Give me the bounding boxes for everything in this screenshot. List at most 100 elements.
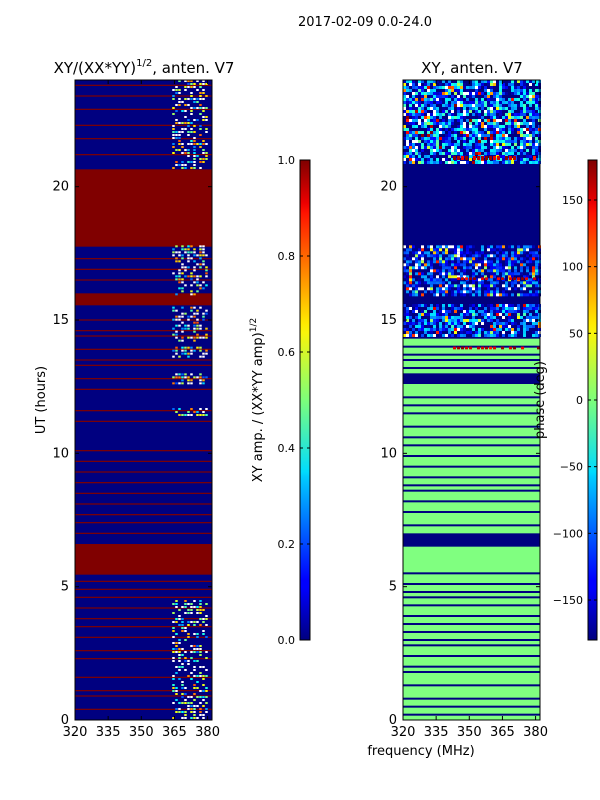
- phase-noise-cell: [403, 287, 406, 291]
- phase-noise-cell: [487, 143, 490, 146]
- phase-noise-cell: [418, 113, 421, 116]
- phase-noise-cell: [511, 307, 514, 310]
- phase-noise-cell: [421, 269, 424, 273]
- amp-speckle: [199, 86, 202, 88]
- phase-noise-cell: [421, 281, 424, 285]
- phase-noise-cell: [535, 161, 538, 164]
- phase-noise-cell: [508, 331, 511, 334]
- phase-noise-cell: [481, 290, 484, 294]
- phase-noise-cell: [469, 122, 472, 125]
- phase-noise-cell: [451, 266, 454, 270]
- phase-noise-cell: [532, 161, 535, 164]
- phase-noise-cell: [508, 257, 511, 261]
- amp-speckle: [184, 110, 187, 112]
- phase-noise-cell: [523, 92, 526, 95]
- phase-noise-cell: [502, 287, 505, 291]
- phase-noise-cell: [412, 281, 415, 285]
- phase-noise-cell: [439, 334, 442, 337]
- phase-noise-cell: [421, 325, 424, 328]
- amp-speckle: [193, 705, 196, 707]
- phase-noise-cell: [466, 149, 469, 152]
- phase-noise-cell: [403, 131, 406, 134]
- phase-noise-cell: [427, 122, 430, 125]
- phase-noise-cell: [457, 83, 460, 86]
- phase-noise-cell: [505, 278, 508, 282]
- phase-noise-cell: [418, 304, 421, 307]
- phase-noise-cell: [454, 334, 457, 337]
- phase-noise-cell: [442, 278, 445, 282]
- phase-noise-cell: [463, 313, 466, 316]
- phase-noise-cell: [523, 248, 526, 252]
- phase-noise-cell: [448, 122, 451, 125]
- amp-speckle: [193, 269, 196, 272]
- phase-noise-cell: [412, 322, 415, 325]
- phase-noise-cell: [448, 83, 451, 86]
- phase-noise-cell: [472, 101, 475, 104]
- amp-speckle: [172, 333, 175, 336]
- phase-plot-frame: [402, 79, 541, 721]
- phase-noise-cell: [517, 272, 520, 276]
- phase-noise-cell: [439, 122, 442, 125]
- amp-speckle: [205, 690, 208, 692]
- phase-noise-cell: [427, 113, 430, 116]
- phase-noise-cell: [409, 260, 412, 264]
- phase-noise-cell: [415, 101, 418, 104]
- amp-speckle: [187, 125, 190, 127]
- phase-noise-cell: [472, 110, 475, 113]
- phase-noise-cell: [463, 310, 466, 313]
- phase-noise-cell: [505, 281, 508, 285]
- amp-speckle: [202, 158, 205, 160]
- amp-speckle: [190, 86, 193, 88]
- phase-noise-cell: [526, 140, 529, 143]
- amp-speckle: [175, 89, 178, 91]
- amp-speckle: [205, 83, 208, 85]
- phase-noise-cell: [403, 266, 406, 270]
- phase-noise-cell: [448, 119, 451, 122]
- amp-speckle: [175, 278, 178, 281]
- phase-noise-cell: [412, 104, 415, 107]
- phase-noise-cell: [448, 334, 451, 337]
- phase-noise-cell: [466, 101, 469, 104]
- amp-speckle: [181, 272, 184, 275]
- phase-noise-cell: [412, 101, 415, 104]
- phase-noise-cell: [487, 334, 490, 337]
- phase-noise-cell: [502, 293, 505, 297]
- phase-noise-cell: [517, 316, 520, 319]
- phase-noise-cell: [505, 146, 508, 149]
- phase-noise-cell: [505, 116, 508, 119]
- y-tick-label: 0: [61, 713, 69, 728]
- amp-speckle: [190, 657, 193, 659]
- phase-noise-cell: [469, 266, 472, 270]
- phase-noise-cell: [487, 128, 490, 131]
- phase-noise-cell: [427, 110, 430, 113]
- phase-noise-cell: [424, 322, 427, 325]
- phase-noise-cell: [406, 137, 409, 140]
- phase-noise-cell: [415, 122, 418, 125]
- amp-speckle: [187, 119, 190, 121]
- phase-noise-cell: [469, 119, 472, 122]
- phase-noise-cell: [433, 275, 436, 279]
- phase-noise-cell: [487, 275, 490, 279]
- phase-noise-cell: [439, 86, 442, 89]
- phase-noise-cell: [532, 110, 535, 113]
- phase-noise-cell: [436, 304, 439, 307]
- phase-noise-cell: [454, 290, 457, 294]
- phase-noise-cell: [430, 269, 433, 273]
- phase-noise-cell: [454, 92, 457, 95]
- phase-noise-cell: [475, 290, 478, 294]
- phase-noise-cell: [508, 316, 511, 319]
- phase-noise-cell: [526, 101, 529, 104]
- phase-noise-cell: [493, 293, 496, 297]
- phase-hot-cell: [481, 277, 484, 280]
- phase-noise-cell: [463, 248, 466, 252]
- phase-noise-cell: [436, 260, 439, 264]
- phase-noise-cell: [469, 272, 472, 276]
- phase-noise-cell: [457, 86, 460, 89]
- phase-noise-cell: [523, 278, 526, 282]
- amp-speckle: [178, 272, 181, 275]
- phase-noise-cell: [433, 245, 436, 249]
- phase-noise-cell: [454, 260, 457, 264]
- phase-noise-cell: [532, 334, 535, 337]
- phase-noise-cell: [517, 254, 520, 258]
